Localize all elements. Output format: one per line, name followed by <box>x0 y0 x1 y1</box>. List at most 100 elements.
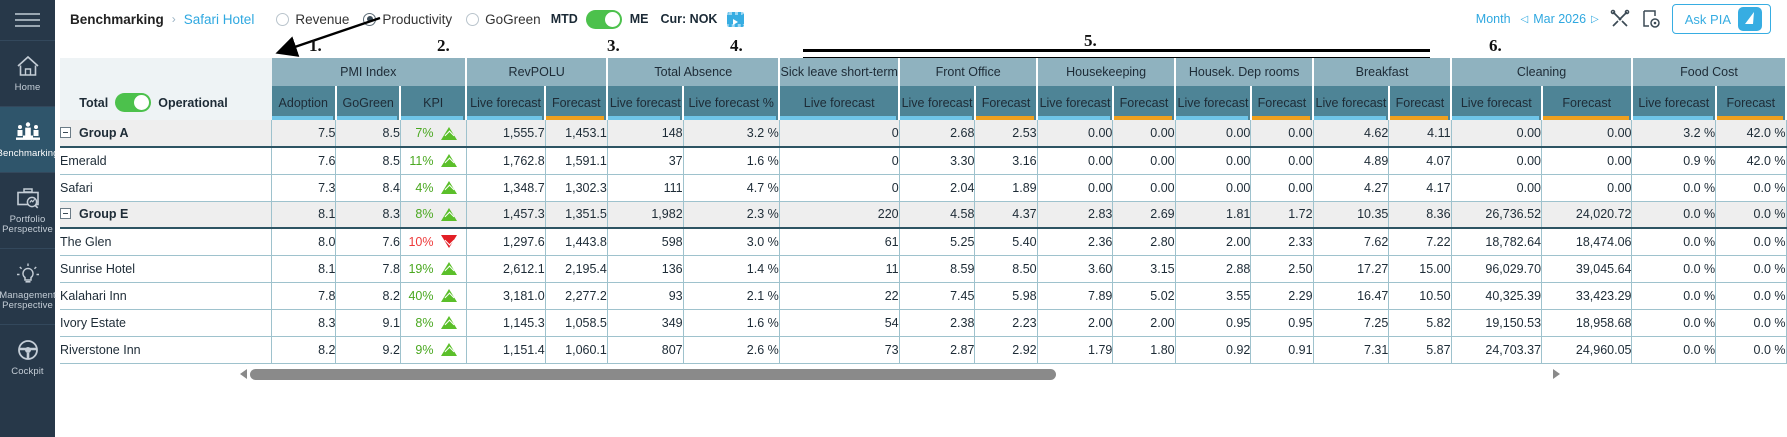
group-header-cleaning[interactable]: Cleaning <box>1451 58 1633 86</box>
row-label-cell[interactable]: Ivory Estate <box>60 309 272 337</box>
cell-r5-c18: 0.0 % <box>1631 255 1717 283</box>
row-label: Ivory Estate <box>60 315 126 330</box>
cell-r6-c11: 5.02 <box>1112 282 1176 310</box>
column-accent-bar <box>1176 116 1248 120</box>
radio-gogreen[interactable]: GoGreen <box>466 12 541 27</box>
sidebar-item-home[interactable]: Home <box>0 40 55 106</box>
table-row[interactable]: Sunrise Hotel 8.1 7.8 19% 2,612.1 2,195.4 136 1… <box>60 255 1787 283</box>
cell-r8-c13: 0.91 <box>1250 336 1314 364</box>
cell-r1-c9: 3.16 <box>974 147 1038 175</box>
total-operational-toggle[interactable] <box>115 93 152 112</box>
sidebar-item-management-perspective[interactable]: Management Perspective <box>0 248 56 324</box>
sub-header-1[interactable]: GoGreen <box>335 86 402 120</box>
sub-header-6[interactable]: Live forecast % <box>683 86 781 120</box>
wrench-screwdriver-icon[interactable] <box>1609 8 1631 30</box>
row-label-cell[interactable]: Safari <box>60 174 272 202</box>
sub-header-2[interactable]: KPI <box>400 86 467 120</box>
cell-r5-c9: 8.50 <box>974 255 1038 283</box>
hamburger-icon[interactable] <box>0 0 55 40</box>
table-row[interactable]: Group A 7.5 8.5 7% 1,555.7 1,453.1 148 3.2 % 0 2.… <box>60 120 1787 148</box>
prev-period-icon[interactable]: ◁ <box>1520 13 1529 25</box>
row-label-cell[interactable]: Kalahari Inn <box>60 282 272 310</box>
sub-header-12[interactable]: Live forecast <box>1175 86 1252 120</box>
page-gear-icon[interactable] <box>1641 9 1662 30</box>
next-period-icon[interactable]: ▷ <box>1591 13 1599 25</box>
sub-header-19[interactable]: Forecast <box>1715 86 1787 120</box>
sub-header-0[interactable]: Adoption <box>271 86 337 120</box>
cell-r5-c1: 7.8 <box>335 255 401 283</box>
radio-revenue[interactable]: Revenue <box>276 12 349 27</box>
cell-r3-c19: 0.0 % <box>1715 201 1787 229</box>
group-header-sick-leave-short-term[interactable]: Sick leave short-term <box>779 58 901 86</box>
row-label-cell[interactable]: Emerald <box>60 147 272 175</box>
sub-header-11[interactable]: Forecast <box>1112 86 1177 120</box>
table-row[interactable]: Kalahari Inn 7.8 8.2 40% 3,181.0 2,277.2 93 2.1… <box>60 282 1787 310</box>
sub-header-13[interactable]: Forecast <box>1250 86 1315 120</box>
radio-productivity[interactable]: Productivity <box>363 12 452 27</box>
cell-r0-c6: 3.2 % <box>683 120 780 148</box>
sidebar-item-benchmarking[interactable]: Benchmarking <box>0 106 59 172</box>
breadcrumb-root[interactable]: Benchmarking <box>70 11 164 27</box>
month-label[interactable]: Month <box>1475 12 1511 26</box>
table-row[interactable]: Group E 8.1 8.3 8% 1,457.3 1,351.5 1,982 2.3 % 2… <box>60 201 1787 229</box>
row-label-cell[interactable]: Group E <box>60 201 272 229</box>
sidebar-item-cockpit[interactable]: Cockpit <box>0 324 55 390</box>
column-accent-bar <box>546 116 605 120</box>
sub-header-9[interactable]: Forecast <box>974 86 1039 120</box>
horizontal-scrollbar[interactable] <box>240 366 1560 382</box>
collapse-expander-icon[interactable] <box>60 208 71 220</box>
sidebar-item-portfolio-perspective[interactable]: Portfolio Perspective <box>0 172 55 248</box>
group-header-housekeeping[interactable]: Housekeeping <box>1037 58 1177 86</box>
table-row[interactable]: Safari 7.3 8.4 4% 1,348.7 1,302.3 111 4.7 % 0 2.0… <box>60 174 1787 202</box>
cell-r1-c16: 0.00 <box>1451 147 1543 175</box>
cell-r2-c3: 1,348.7 <box>466 174 546 202</box>
cell-r4-c5: 598 <box>607 228 684 256</box>
breadcrumb: Benchmarking › Safari Hotel <box>70 12 254 27</box>
sub-header-16[interactable]: Live forecast <box>1451 86 1543 120</box>
table-row[interactable]: Riverstone Inn 8.2 9.2 9% 1,151.4 1,060.1 807 2… <box>60 336 1787 364</box>
sidebar-item-label: Benchmarking <box>0 147 59 159</box>
table-row[interactable]: Emerald 7.6 8.5 11% 1,762.8 1,591.1 37 1.6 % 0 3.… <box>60 147 1787 175</box>
sub-header-17[interactable]: Forecast <box>1541 86 1633 120</box>
scroll-left-arrow[interactable] <box>240 369 247 379</box>
cell-r7-c14: 7.25 <box>1313 309 1390 337</box>
period-selector[interactable]: ◁ Mar 2026 ▷ <box>1521 12 1599 26</box>
sub-header-15[interactable]: Forecast <box>1388 86 1453 120</box>
sub-header-5[interactable]: Live forecast <box>607 86 685 120</box>
row-label-cell[interactable]: Riverstone Inn <box>60 336 272 364</box>
cell-r0-c19: 42.0 % <box>1715 120 1787 148</box>
group-header-front-office[interactable]: Front Office <box>899 58 1039 86</box>
sub-header-10[interactable]: Live forecast <box>1037 86 1114 120</box>
sub-header-7[interactable]: Live forecast <box>779 86 901 120</box>
group-header-revpolu[interactable]: RevPOLU <box>466 58 609 86</box>
cell-r2-c8: 2.04 <box>899 174 976 202</box>
breadcrumb-leaf[interactable]: Safari Hotel <box>183 11 255 27</box>
table-row[interactable]: The Glen 8.0 7.6 10% 1,297.6 1,443.8 598 3.0 % 6… <box>60 228 1787 256</box>
scrollbar-thumb[interactable] <box>250 368 1056 380</box>
group-header-food-cost[interactable]: Food Cost <box>1631 58 1787 86</box>
row-label-cell[interactable]: Group A <box>60 120 272 148</box>
sub-header-8[interactable]: Live forecast <box>899 86 976 120</box>
sub-header-18[interactable]: Live forecast <box>1631 86 1717 120</box>
row-label-cell[interactable]: The Glen <box>60 228 272 256</box>
scroll-right-arrow[interactable] <box>1553 369 1560 379</box>
group-header-total-absence[interactable]: Total Absence <box>607 58 781 86</box>
scrollbar-track[interactable] <box>250 368 1550 380</box>
ask-pia-button[interactable]: Ask PIA <box>1671 4 1771 34</box>
group-header-housek-dep-rooms[interactable]: Housek. Dep rooms <box>1175 58 1315 86</box>
group-header-pmi-index[interactable]: PMI Index <box>271 58 467 86</box>
row-label-cell[interactable]: Sunrise Hotel <box>60 255 272 283</box>
cell-r2-c16: 0.00 <box>1451 174 1543 202</box>
cell-r0-c1: 8.5 <box>335 120 401 148</box>
sub-header-14[interactable]: Live forecast <box>1313 86 1390 120</box>
collapse-expander-icon[interactable] <box>60 127 71 138</box>
sub-header-3[interactable]: Live forecast <box>466 86 547 120</box>
sub-header-4[interactable]: Forecast <box>545 86 609 120</box>
cell-r8-c16: 24,703.37 <box>1451 336 1543 364</box>
video-icon[interactable] <box>727 11 745 27</box>
mtd-me-toggle[interactable] <box>585 9 622 29</box>
table-row[interactable]: Ivory Estate 8.3 9.1 8% 1,145.3 1,058.5 349 1.6… <box>60 309 1787 337</box>
kpi-value: 7% <box>415 126 434 140</box>
group-header-breakfast[interactable]: Breakfast <box>1313 58 1453 86</box>
trend-down-icon <box>440 235 457 249</box>
